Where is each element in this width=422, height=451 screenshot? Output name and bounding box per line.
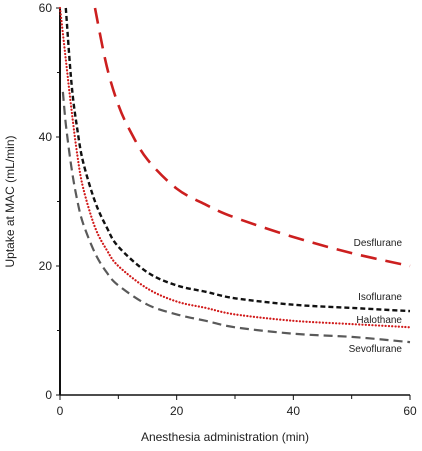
- series-line-isoflurane: [64, 7, 411, 313]
- series-line-desflurane: [93, 7, 411, 268]
- series-label-desflurane: Desflurane: [354, 238, 403, 249]
- y-tick-label: 0: [45, 388, 52, 402]
- series-line-halothane: [58, 6, 412, 329]
- series-label-isoflurane: Isoflurane: [358, 292, 402, 303]
- series-layer: Desflurane Isoflurane Halothane Sevoflurane: [58, 6, 412, 355]
- x-axis-label: Anesthesia administration (min): [141, 430, 309, 444]
- x-tick-label: 60: [403, 404, 417, 418]
- y-axis-label: Uptake at MAC (mL/min): [3, 135, 17, 267]
- x-tick-label: 40: [287, 404, 301, 418]
- y-tick-label: 20: [39, 259, 53, 273]
- x-tick-label: 0: [57, 404, 64, 418]
- axes: 0 20 40 60 0 20 40 60: [39, 1, 417, 418]
- y-tick-label: 40: [39, 130, 53, 144]
- series-label-sevoflurane: Sevoflurane: [349, 344, 403, 355]
- y-tick-label: 60: [39, 1, 53, 15]
- series-label-halothane: Halothane: [356, 315, 402, 326]
- x-tick-label: 20: [170, 404, 184, 418]
- series-line-sevoflurane: [61, 91, 411, 344]
